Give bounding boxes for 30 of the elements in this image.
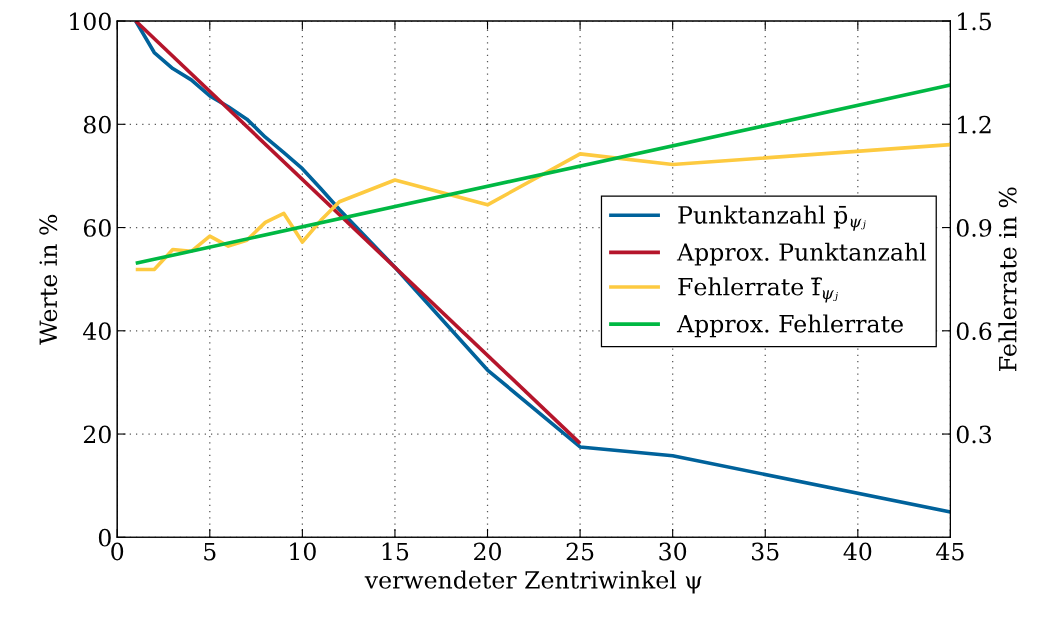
x-tick-label: 0 [111,542,124,561]
y2-tick-label: 1.2 [958,115,991,134]
y2-tick-label: 0.3 [956,425,992,444]
y-tick-label: 20 [83,425,111,444]
y2-tick-label: 0.9 [956,218,992,237]
line-series [133,142,951,272]
x-tick-label: 20 [474,542,501,561]
y2-tick-label: 0.6 [956,322,992,341]
x-tick-label: 40 [843,542,872,561]
y-axis-title: Werte in % [39,214,58,345]
x-tick-label: 15 [382,542,409,561]
x-tick-label: 30 [659,542,687,561]
legend-label: Punktanzahl p̄$_{ψⱼ}$ [678,205,866,231]
y-tick-label: 80 [83,115,111,134]
y-tick-label: 40 [83,322,111,341]
y2-tick-label: 1.5 [958,12,991,31]
x-axis-title: verwendeter Zentriwinkel ψ [364,570,702,594]
x-tick-label: 5 [204,542,216,561]
x-tick-label: 10 [290,542,316,561]
y-tick-label: 60 [83,218,111,237]
legend-label: Approx. Fehlerrate [676,314,903,338]
legend-label: Approx. Punktanzahl [676,242,927,266]
x-tick-label: 45 [936,542,964,561]
y2-axis-title: Fehlerrate in % [998,187,1017,371]
x-tick-label: 25 [566,542,594,561]
y-tick-label: 0 [98,528,111,547]
legend-label: Fehlerrate f̄$_{ψⱼ}$ [678,277,838,303]
line-series [133,21,951,514]
x-tick-label: 35 [752,542,779,561]
y-tick-label: 100 [70,12,111,31]
